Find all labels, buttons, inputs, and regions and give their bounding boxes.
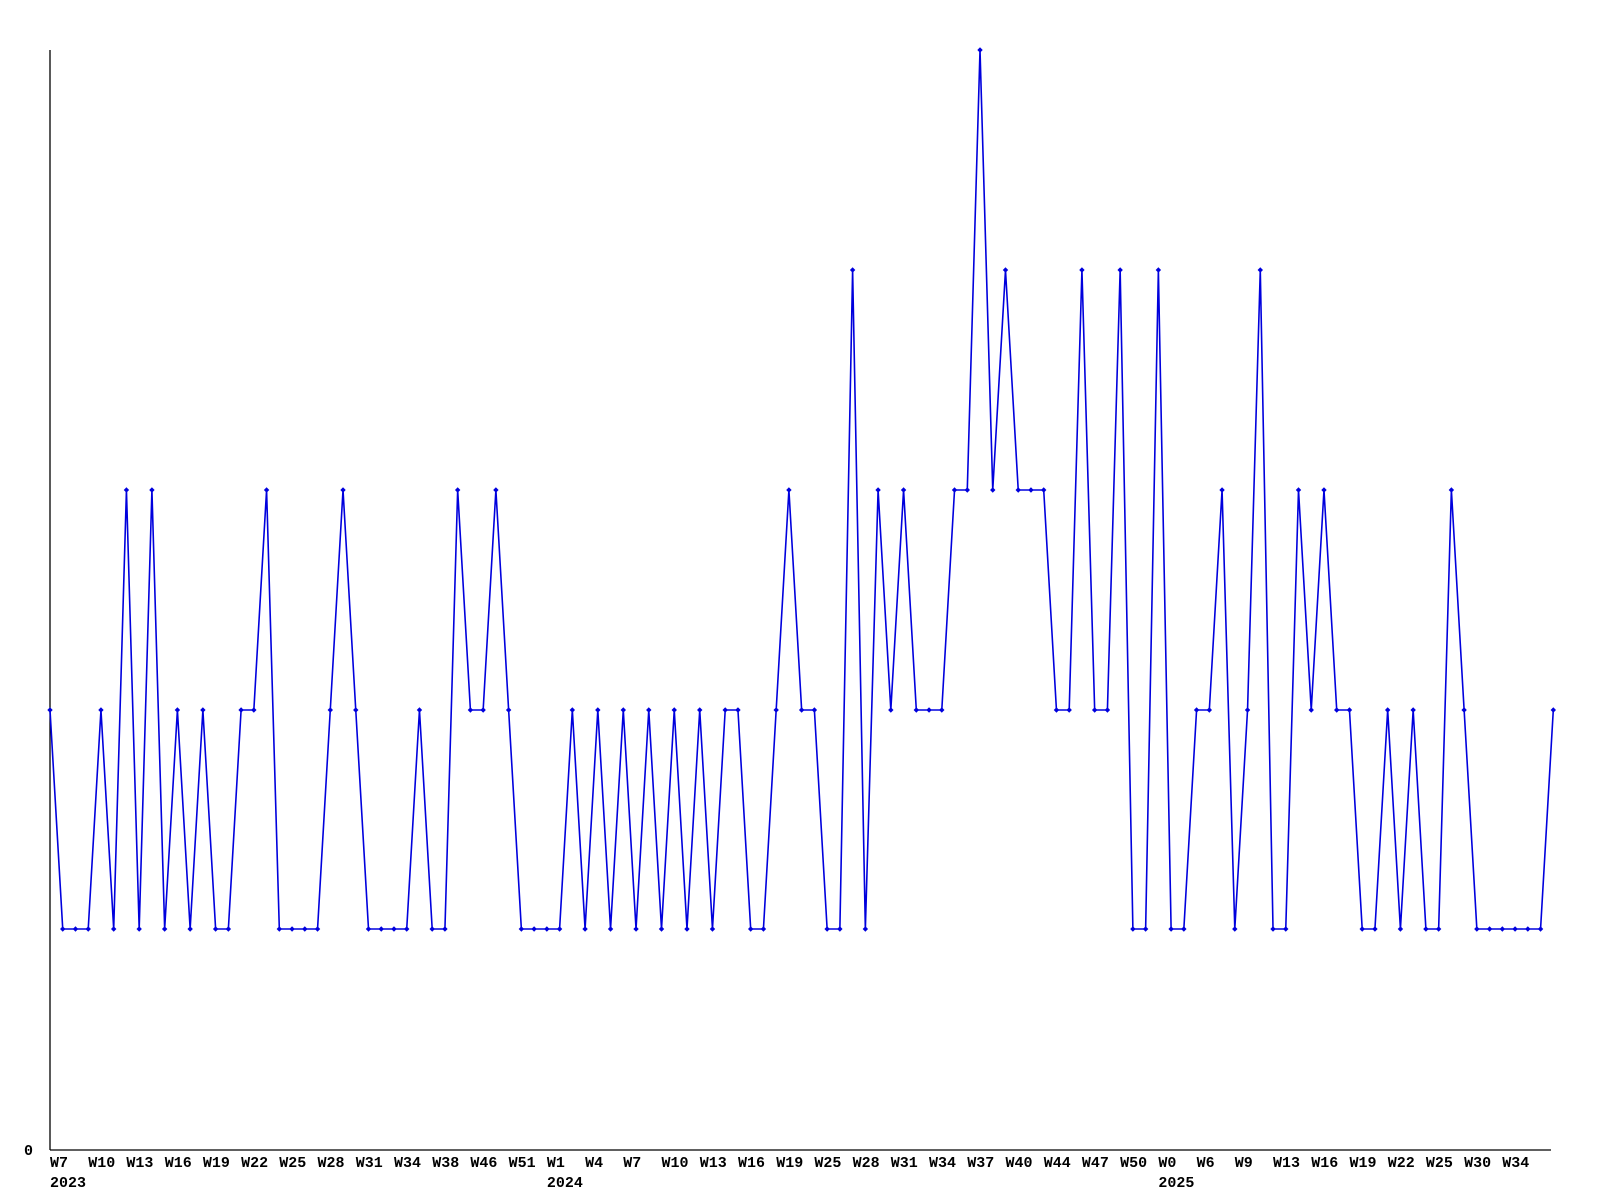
svg-text:W25: W25 bbox=[1426, 1155, 1453, 1172]
svg-text:W28: W28 bbox=[318, 1155, 345, 1172]
svg-text:W0: W0 bbox=[1158, 1155, 1176, 1172]
svg-text:W38: W38 bbox=[432, 1155, 459, 1172]
svg-text:W19: W19 bbox=[776, 1155, 803, 1172]
svg-text:W31: W31 bbox=[891, 1155, 918, 1172]
svg-text:W51: W51 bbox=[509, 1155, 536, 1172]
svg-text:W16: W16 bbox=[738, 1155, 765, 1172]
svg-text:W28: W28 bbox=[853, 1155, 880, 1172]
svg-text:W4: W4 bbox=[585, 1155, 603, 1172]
svg-text:W22: W22 bbox=[1388, 1155, 1415, 1172]
svg-text:2024: 2024 bbox=[547, 1175, 583, 1192]
svg-text:W50: W50 bbox=[1120, 1155, 1147, 1172]
svg-text:W46: W46 bbox=[470, 1155, 497, 1172]
svg-text:W34: W34 bbox=[1502, 1155, 1529, 1172]
svg-text:W10: W10 bbox=[88, 1155, 115, 1172]
svg-text:W13: W13 bbox=[1273, 1155, 1300, 1172]
svg-text:W6: W6 bbox=[1197, 1155, 1215, 1172]
svg-text:W7: W7 bbox=[623, 1155, 641, 1172]
svg-text:0: 0 bbox=[24, 1143, 33, 1160]
svg-text:W19: W19 bbox=[203, 1155, 230, 1172]
svg-text:W1: W1 bbox=[547, 1155, 565, 1172]
svg-text:2025: 2025 bbox=[1158, 1175, 1194, 1192]
svg-text:W19: W19 bbox=[1350, 1155, 1377, 1172]
svg-text:W9: W9 bbox=[1235, 1155, 1253, 1172]
svg-text:W7: W7 bbox=[50, 1155, 68, 1172]
svg-text:W25: W25 bbox=[814, 1155, 841, 1172]
svg-text:W16: W16 bbox=[165, 1155, 192, 1172]
svg-text:W13: W13 bbox=[700, 1155, 727, 1172]
svg-text:W34: W34 bbox=[929, 1155, 956, 1172]
svg-text:W40: W40 bbox=[1006, 1155, 1033, 1172]
svg-text:2023: 2023 bbox=[50, 1175, 86, 1192]
svg-text:W25: W25 bbox=[279, 1155, 306, 1172]
svg-text:W10: W10 bbox=[662, 1155, 689, 1172]
svg-text:W16: W16 bbox=[1311, 1155, 1338, 1172]
svg-text:W34: W34 bbox=[394, 1155, 421, 1172]
svg-text:W37: W37 bbox=[967, 1155, 994, 1172]
svg-text:W44: W44 bbox=[1044, 1155, 1071, 1172]
svg-text:W13: W13 bbox=[126, 1155, 153, 1172]
svg-text:W31: W31 bbox=[356, 1155, 383, 1172]
svg-text:W30: W30 bbox=[1464, 1155, 1491, 1172]
svg-text:W47: W47 bbox=[1082, 1155, 1109, 1172]
svg-text:W22: W22 bbox=[241, 1155, 268, 1172]
